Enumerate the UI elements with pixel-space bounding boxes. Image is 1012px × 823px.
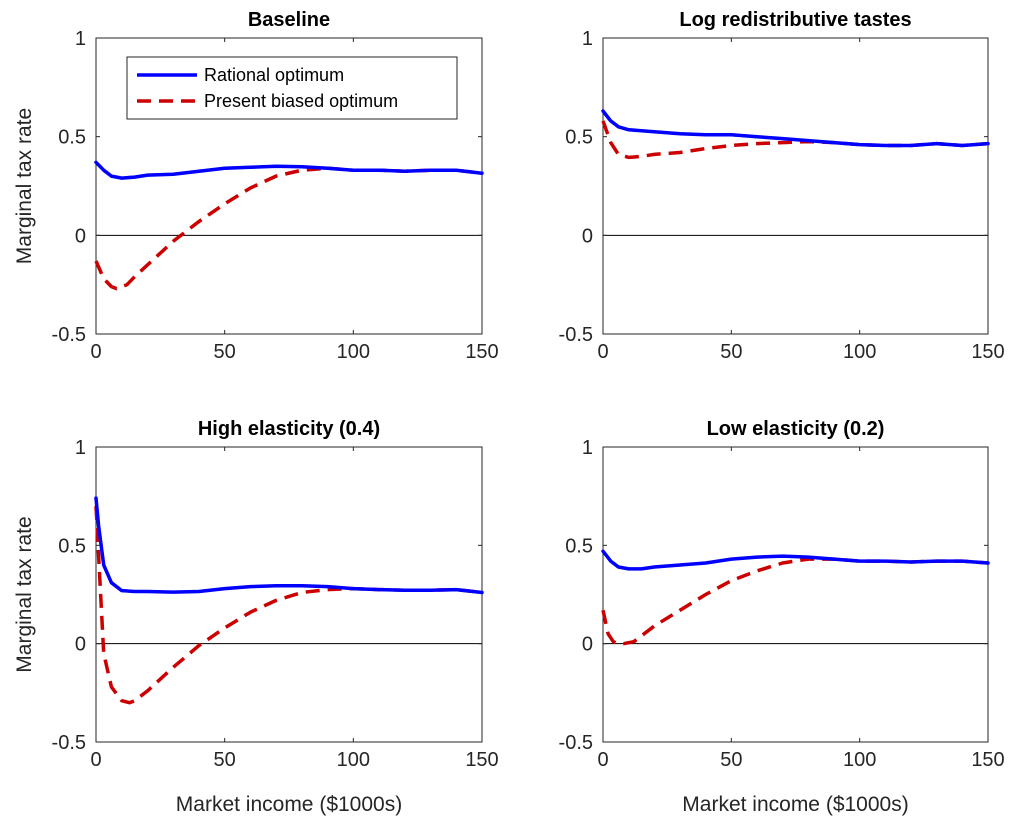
legend: Rational optimum Present biased optimum [126, 56, 458, 120]
x-tick-label: 0 [90, 749, 101, 771]
x-tick-label: 50 [214, 341, 236, 363]
y-tick-label: 0.5 [58, 127, 86, 149]
legend-label: Present biased optimum [204, 91, 398, 111]
series-line-rational [94, 160, 484, 180]
y-tick-label: -0.5 [559, 324, 593, 346]
x-axis-label: Market income ($1000s) [682, 793, 908, 816]
y-tick-label: 1 [582, 28, 593, 50]
axes-box [95, 37, 483, 335]
x-tick-label: 0 [90, 341, 101, 363]
y-tick-label: 0 [75, 225, 86, 247]
series-line-rational [94, 496, 484, 595]
subplot-title: Baseline [248, 9, 330, 31]
y-axis-label: Marginal tax rate [13, 108, 36, 264]
y-tick-label: 0 [75, 634, 86, 656]
legend-label: Rational optimum [204, 65, 344, 85]
y-tick-label: 1 [75, 28, 86, 50]
x-tick-label: 50 [720, 749, 742, 771]
subplot-title: Log redistributive tastes [679, 9, 911, 31]
x-tick-label: 150 [971, 341, 1004, 363]
series-line-present-biased [94, 505, 483, 705]
x-tick-label: 150 [971, 749, 1004, 771]
x-tick-label: 150 [465, 749, 498, 771]
subplot-title: High elasticity (0.4) [198, 418, 380, 440]
y-tick-label: -0.5 [52, 732, 86, 754]
x-tick-label: 0 [597, 341, 608, 363]
x-tick-label: 100 [843, 341, 876, 363]
y-tick-label: 1 [582, 437, 593, 459]
x-axis-label: Market income ($1000s) [176, 793, 402, 816]
axes-box [95, 446, 483, 743]
series-line-present-biased [601, 557, 989, 646]
y-tick-label: -0.5 [52, 324, 86, 346]
x-tick-label: 100 [337, 749, 370, 771]
x-tick-label: 100 [337, 341, 370, 363]
axes-box [602, 37, 989, 335]
y-axis-label: Marginal tax rate [13, 516, 36, 672]
series-line-rational [601, 549, 990, 571]
x-tick-label: 150 [465, 341, 498, 363]
y-tick-label: 0.5 [565, 127, 593, 149]
y-tick-label: 0.5 [565, 535, 593, 557]
y-tick-label: 1 [75, 437, 86, 459]
subplot-title: Low elasticity (0.2) [707, 418, 885, 440]
y-tick-label: 0.5 [58, 535, 86, 557]
axes-box [602, 446, 989, 743]
series-line-present-biased [94, 166, 483, 291]
legend-box [126, 56, 458, 120]
series-line-rational [601, 109, 990, 148]
y-tick-label: 0 [582, 225, 593, 247]
y-tick-label: 0 [582, 634, 593, 656]
x-tick-label: 50 [720, 341, 742, 363]
x-tick-label: 50 [214, 749, 236, 771]
x-tick-label: 100 [843, 749, 876, 771]
x-tick-label: 0 [597, 749, 608, 771]
y-tick-label: -0.5 [559, 732, 593, 754]
